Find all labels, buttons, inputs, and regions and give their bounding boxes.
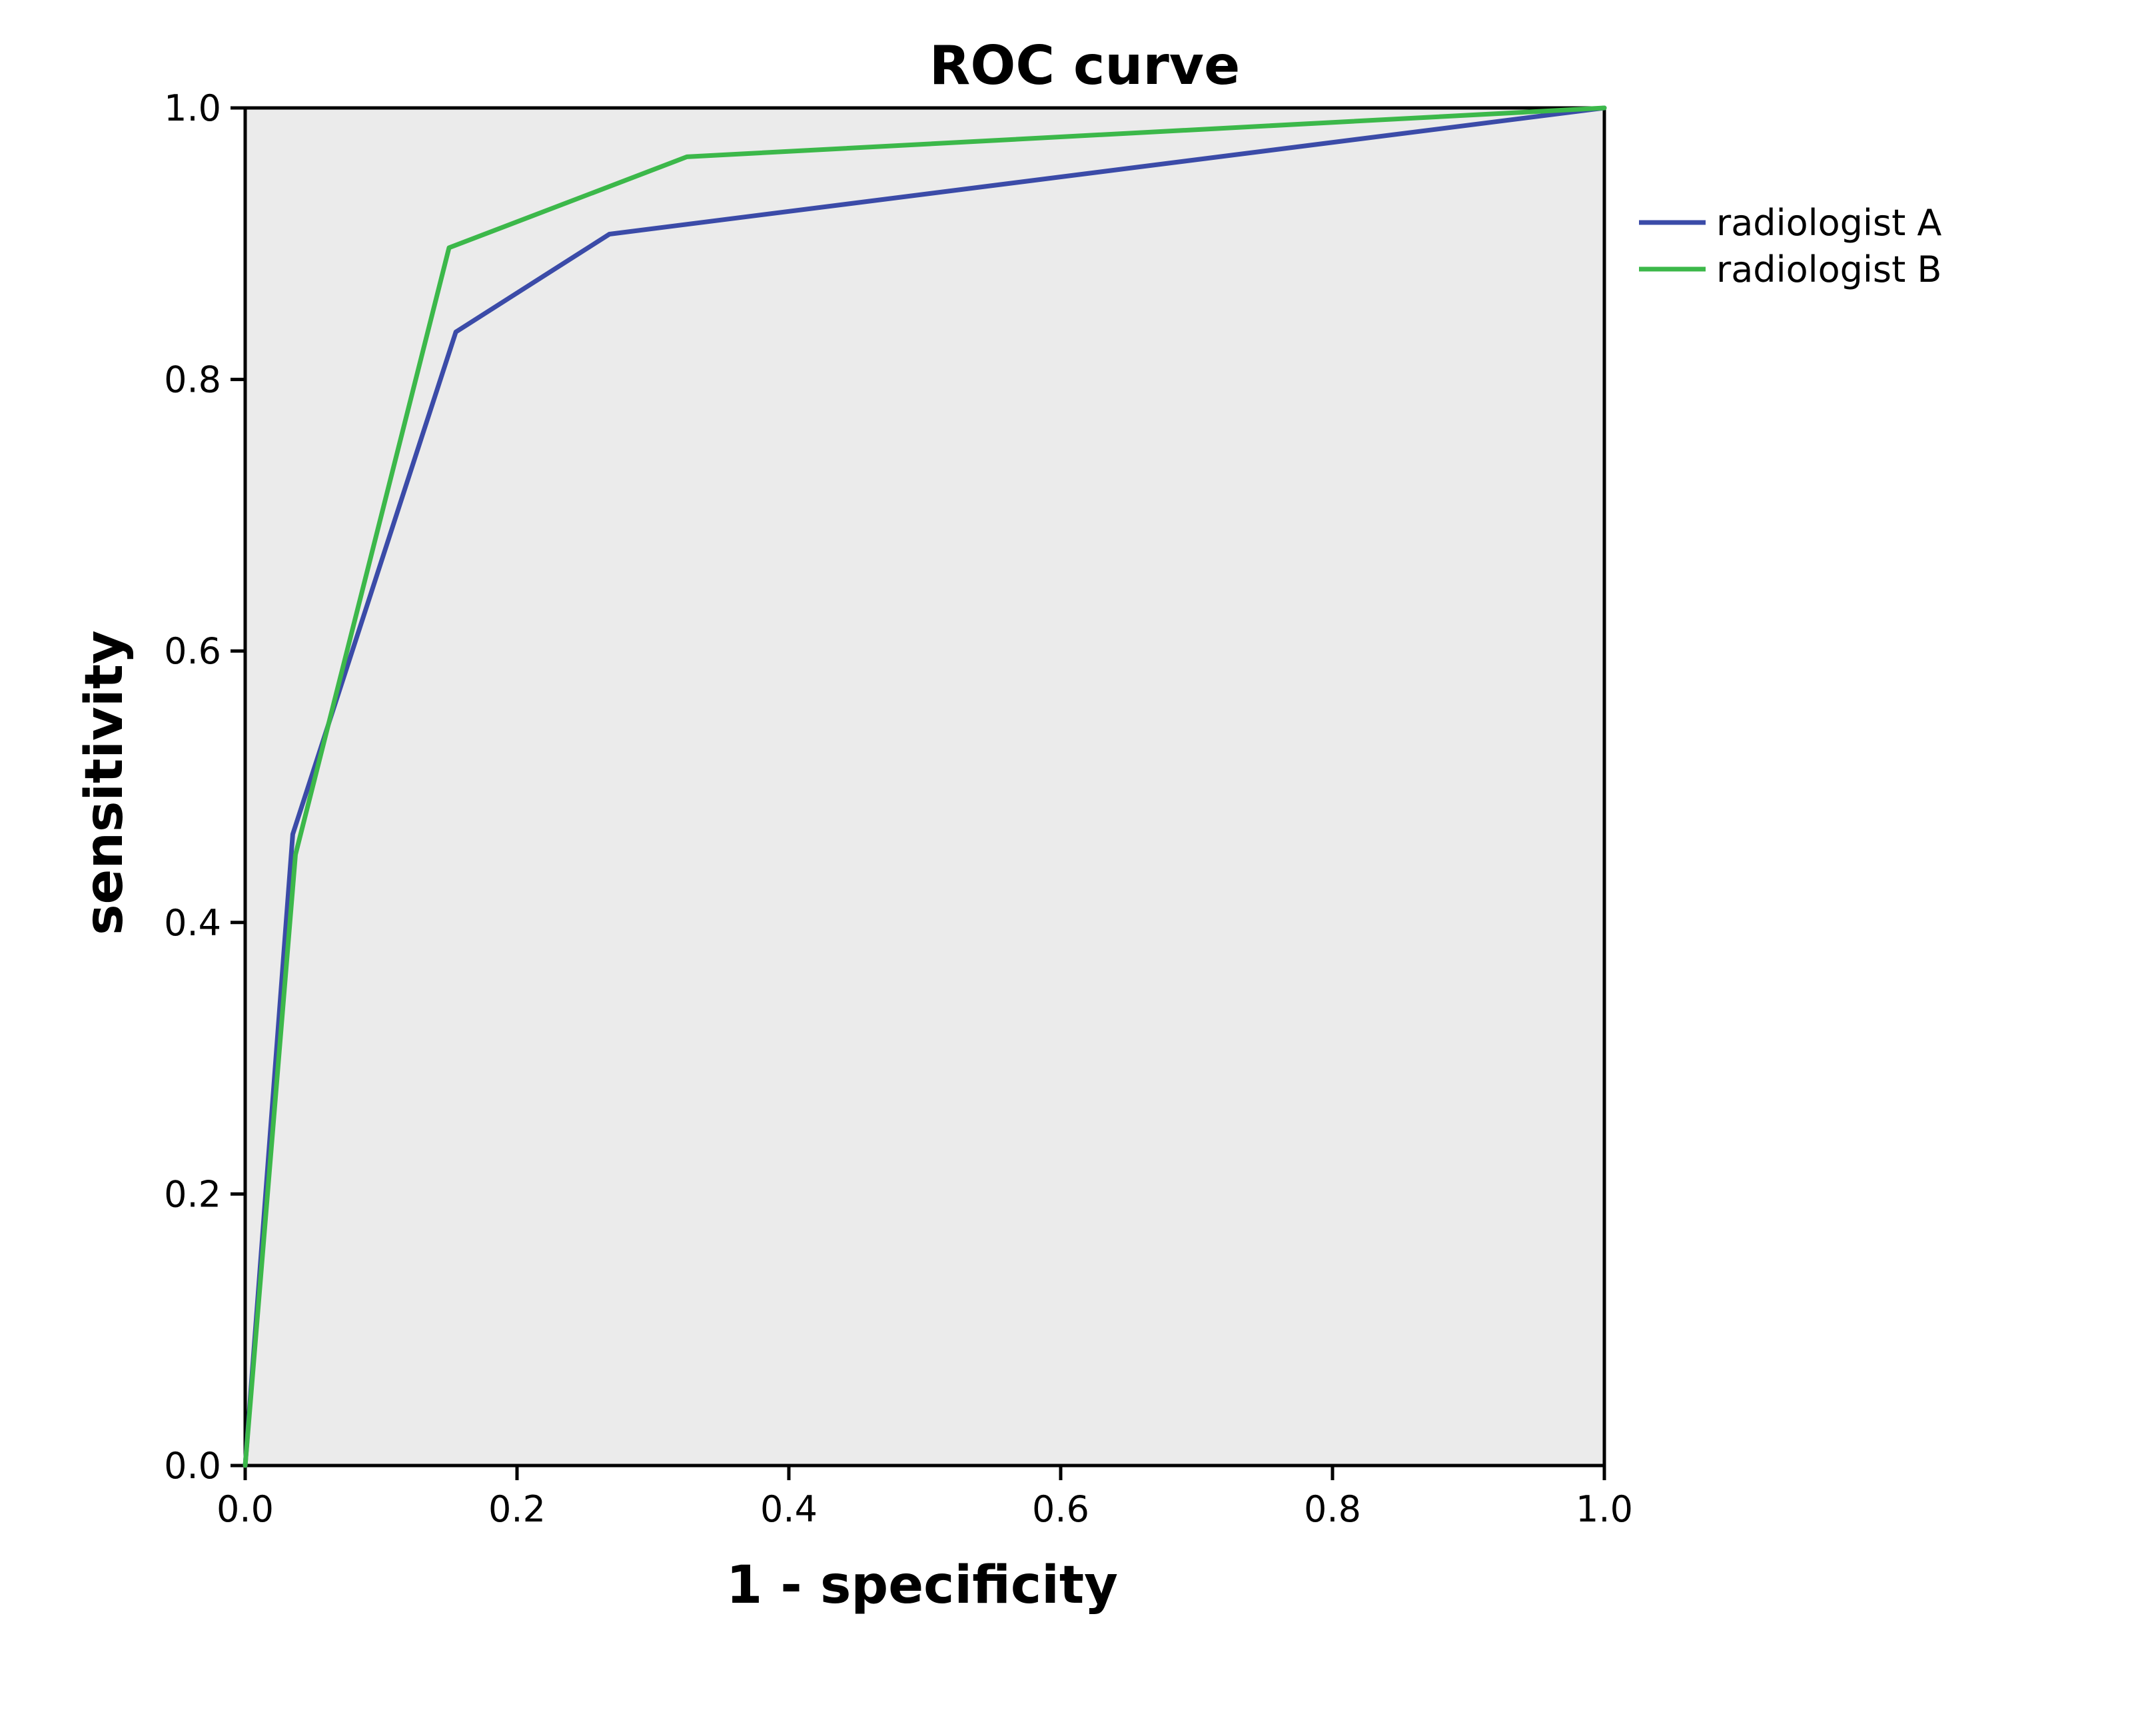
y-axis-title: sensitivity (75, 630, 135, 935)
y-tick-label: 0.8 (164, 359, 221, 401)
x-tick-label: 1.0 (1576, 1488, 1633, 1530)
x-axis-ticks: 0.0 0.2 0.4 0.6 0.8 1.0 (217, 1466, 1633, 1530)
x-tick-label: 0.8 (1304, 1488, 1361, 1530)
chart-title: ROC curve (929, 35, 1240, 97)
plot-area (243, 106, 1606, 1468)
y-tick-label: 0.6 (164, 630, 221, 672)
series-line-b (243, 105, 1607, 1468)
x-tick-label: 0.2 (488, 1488, 546, 1530)
y-tick-label: 1.0 (164, 87, 221, 129)
legend-label: radiologist A (1716, 202, 1941, 244)
x-tick-label: 0.4 (760, 1488, 817, 1530)
legend-label: radiologist B (1716, 248, 1941, 290)
series-layer (243, 105, 1607, 1468)
y-tick-label: 0.4 (164, 902, 221, 944)
series-line-a (243, 105, 1607, 1468)
x-tick-label: 0.0 (217, 1488, 274, 1530)
y-tick-label: 0.0 (164, 1445, 221, 1487)
x-tick-label: 0.6 (1032, 1488, 1089, 1530)
y-tick-label: 0.2 (164, 1173, 221, 1215)
x-axis-title: 1 - specificity (726, 1555, 1118, 1615)
y-axis-ticks: 0.0 0.2 0.4 0.6 0.8 1.0 (164, 87, 245, 1487)
